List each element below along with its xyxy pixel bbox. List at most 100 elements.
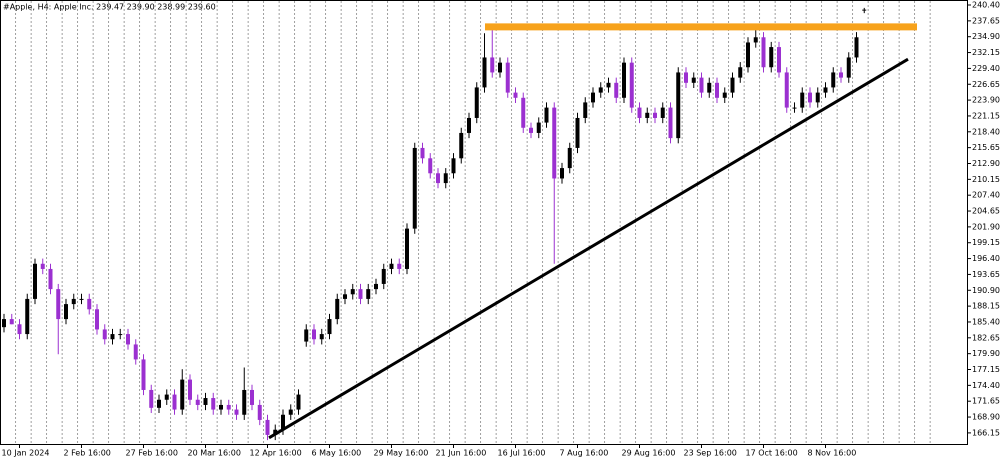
y-tick-label: 210.15: [972, 175, 1000, 184]
candle-body: [312, 329, 316, 340]
y-tick-label: 234.90: [972, 32, 1000, 41]
candle-body: [381, 268, 386, 284]
y-tick-label: 240.40: [972, 1, 1000, 10]
candle-body: [552, 107, 557, 179]
candle-body: [637, 107, 642, 118]
candle-body: [777, 47, 781, 73]
candle-body: [474, 87, 479, 118]
x-tick-label: 8 Nov 16:00: [808, 449, 857, 458]
y-tick-label: 193.65: [972, 270, 1000, 279]
candle-body: [629, 62, 634, 108]
y-tick-label: 218.40: [972, 127, 1000, 136]
candle-body: [653, 112, 657, 118]
candle-body: [56, 289, 61, 320]
candle-body: [676, 72, 681, 139]
candle-body: [397, 263, 402, 269]
candle-body: [149, 389, 154, 408]
y-tick-label: 201.90: [972, 222, 1000, 231]
candle-body: [358, 289, 363, 299]
candle-body: [622, 62, 626, 98]
candle-body: [296, 394, 301, 410]
candle-body: [560, 168, 564, 179]
candle-body: [48, 268, 53, 290]
candle-body: [699, 77, 704, 93]
candle-body: [141, 359, 146, 390]
y-tick-label: 185.40: [972, 317, 1000, 326]
candle-body: [660, 107, 665, 118]
candle-body: [118, 334, 123, 336]
candle-body: [854, 37, 859, 58]
candle-body: [823, 87, 828, 93]
candle-body: [304, 329, 309, 342]
candle-body: [219, 404, 223, 410]
candle-body: [420, 147, 425, 159]
y-tick-label: 204.65: [972, 207, 1000, 216]
candle-body: [95, 309, 99, 330]
x-tick-label: 29 Aug 16:00: [622, 449, 676, 458]
y-tick-label: 182.65: [972, 333, 1000, 342]
candle-body: [157, 399, 161, 408]
candle-body: [234, 409, 239, 415]
candle-body: [862, 9, 867, 11]
candle-body: [784, 72, 789, 108]
candle-body: [645, 112, 650, 118]
candle-body: [831, 72, 836, 88]
x-tick-label: 6 May 16:00: [312, 449, 362, 458]
candle-body: [730, 77, 735, 93]
candle-body: [405, 228, 409, 269]
candle-body: [808, 92, 812, 103]
candle-body: [498, 62, 502, 73]
candle-body: [102, 329, 107, 340]
y-tick-label: 226.65: [972, 80, 1000, 89]
candle-body: [800, 92, 805, 108]
candle-body: [366, 289, 371, 299]
x-tick-label: 17 Oct 16:00: [746, 449, 798, 458]
y-tick-label: 237.65: [972, 16, 1000, 25]
candle-body: [715, 82, 719, 98]
candle-body: [684, 72, 688, 83]
candle-body: [40, 263, 45, 269]
y-tick-label: 188.15: [972, 302, 1000, 311]
candle-body: [428, 158, 433, 174]
candle-body: [583, 102, 588, 118]
candle-body: [71, 298, 76, 305]
candle-body: [79, 298, 84, 300]
x-tick-label: 23 Sep 16:00: [684, 449, 737, 458]
candle-body: [412, 147, 417, 229]
x-tick-label: 16 Jul 16:00: [498, 449, 546, 458]
candle-body: [180, 379, 185, 410]
x-tick-label: 2 Feb 16:00: [64, 449, 111, 458]
y-tick-label: 199.15: [972, 238, 1000, 247]
candle-body: [242, 389, 247, 415]
candle-body: [521, 97, 526, 128]
candle-body: [467, 117, 471, 133]
candle-body: [746, 42, 750, 68]
candle-body: [319, 334, 324, 340]
chart-title: #Apple, H4: Apple Inc. 239.47 239.90 238…: [3, 3, 216, 12]
candle-body: [335, 298, 340, 320]
candle-body: [257, 404, 262, 420]
y-tick-label: 179.90: [972, 349, 1000, 358]
y-tick-label: 232.15: [972, 48, 1000, 57]
candle-body: [815, 92, 820, 103]
y-tick-label: 223.90: [972, 96, 1000, 105]
candle-body: [591, 92, 595, 103]
candle-body: [2, 319, 6, 328]
candle-body: [133, 344, 138, 360]
y-tick-label: 177.15: [972, 365, 1000, 374]
candle-body: [707, 82, 712, 93]
x-tick-label: 29 May 16:00: [374, 449, 429, 458]
candle-body: [172, 394, 177, 410]
candle-body: [567, 147, 572, 169]
trend-line: [268, 57, 909, 440]
candle-body: [9, 319, 14, 325]
candle-body: [505, 62, 510, 93]
candle-body: [188, 379, 192, 400]
candle-body: [614, 82, 619, 98]
candle-body: [343, 294, 347, 299]
candle-body: [536, 122, 541, 133]
candle-body: [226, 404, 231, 410]
candle-body: [575, 117, 580, 148]
x-tick-label: 7 Aug 16:00: [560, 449, 609, 458]
